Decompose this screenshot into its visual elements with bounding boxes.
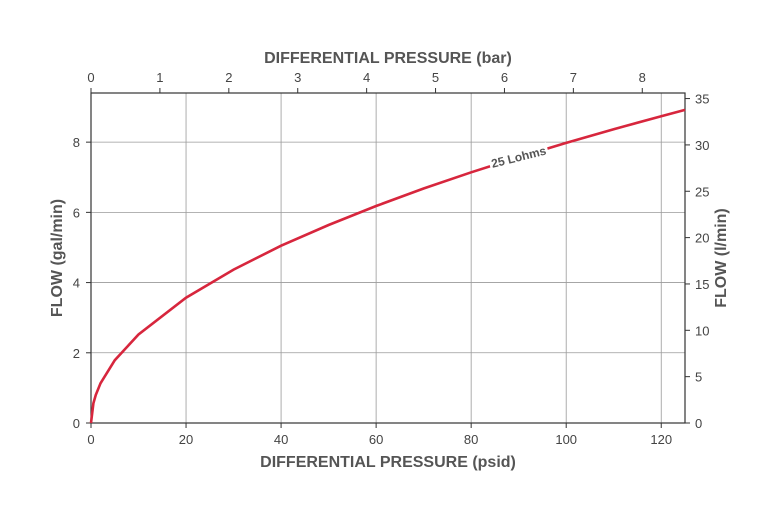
plot-frame bbox=[90, 92, 686, 424]
y2-tick-label: 20 bbox=[695, 231, 709, 246]
x2-axis-title: DIFFERENTIAL PRESSURE (bar) bbox=[264, 50, 512, 67]
y-tick-label: 8 bbox=[73, 135, 80, 150]
y-tick-label: 0 bbox=[73, 416, 80, 431]
y2-tick-label: 10 bbox=[695, 323, 709, 338]
x2-tick-label: 1 bbox=[156, 70, 163, 85]
x2-tick-label: 6 bbox=[501, 70, 508, 85]
y2-tick-label: 5 bbox=[695, 370, 702, 385]
x-axis-title: DIFFERENTIAL PRESSURE (psid) bbox=[260, 454, 516, 471]
grid bbox=[91, 93, 685, 423]
x-tick-label: 0 bbox=[87, 432, 94, 447]
y2-axis-title: FLOW (l/min) bbox=[713, 208, 730, 308]
x2-tick-label: 4 bbox=[363, 70, 370, 85]
y2-tick-label: 0 bbox=[695, 416, 702, 431]
y-tick-label: 2 bbox=[73, 346, 80, 361]
x2-tick-label: 7 bbox=[570, 70, 577, 85]
curve-label-group: 25 Lohms bbox=[487, 142, 550, 173]
curve-label: 25 Lohms bbox=[490, 144, 548, 171]
x2-tick-label: 0 bbox=[87, 70, 94, 85]
series-line-25-lohms bbox=[89, 108, 686, 424]
x-tick-label: 120 bbox=[650, 432, 672, 447]
x2-tick-label: 8 bbox=[639, 70, 646, 85]
x2-tick-label: 3 bbox=[294, 70, 301, 85]
y-tick-label: 4 bbox=[73, 276, 80, 291]
x-tick-label: 80 bbox=[464, 432, 478, 447]
x-tick-label: 40 bbox=[274, 432, 288, 447]
x-tick-label: 60 bbox=[369, 432, 383, 447]
x2-tick-label: 2 bbox=[225, 70, 232, 85]
y-tick-label: 6 bbox=[73, 205, 80, 220]
x2-tick-label: 5 bbox=[432, 70, 439, 85]
curve-label-background bbox=[487, 142, 550, 173]
y-axis-title: FLOW (gal/min) bbox=[49, 199, 66, 317]
y2-tick-label: 15 bbox=[695, 277, 709, 292]
y2-tick-label: 35 bbox=[695, 92, 709, 107]
y2-tick-label: 25 bbox=[695, 184, 709, 199]
y2-tick-label: 30 bbox=[695, 138, 709, 153]
x-tick-label: 100 bbox=[555, 432, 577, 447]
x-tick-label: 20 bbox=[179, 432, 193, 447]
